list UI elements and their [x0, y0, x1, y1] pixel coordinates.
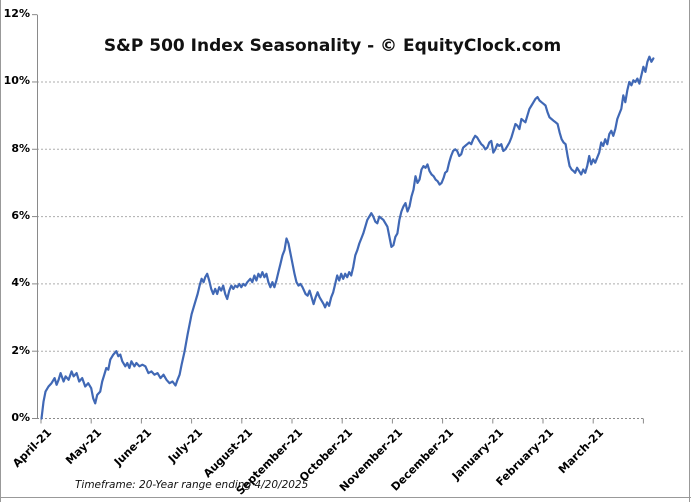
y-tick-label: 0% — [11, 411, 30, 424]
y-tick-label: 10% — [3, 74, 30, 88]
y-tick-label: 12% — [3, 7, 30, 21]
y-tick-label: 8% — [11, 141, 30, 155]
y-tick-label: 6% — [11, 209, 30, 223]
timeframe-footer: Timeframe: 20-Year range ending 4/20/202… — [75, 479, 309, 491]
y-tick-label: 2% — [11, 343, 30, 357]
chart-title: S&P 500 Index Seasonality - © EquityCloc… — [103, 36, 562, 56]
y-tick-label: 4% — [11, 276, 30, 290]
